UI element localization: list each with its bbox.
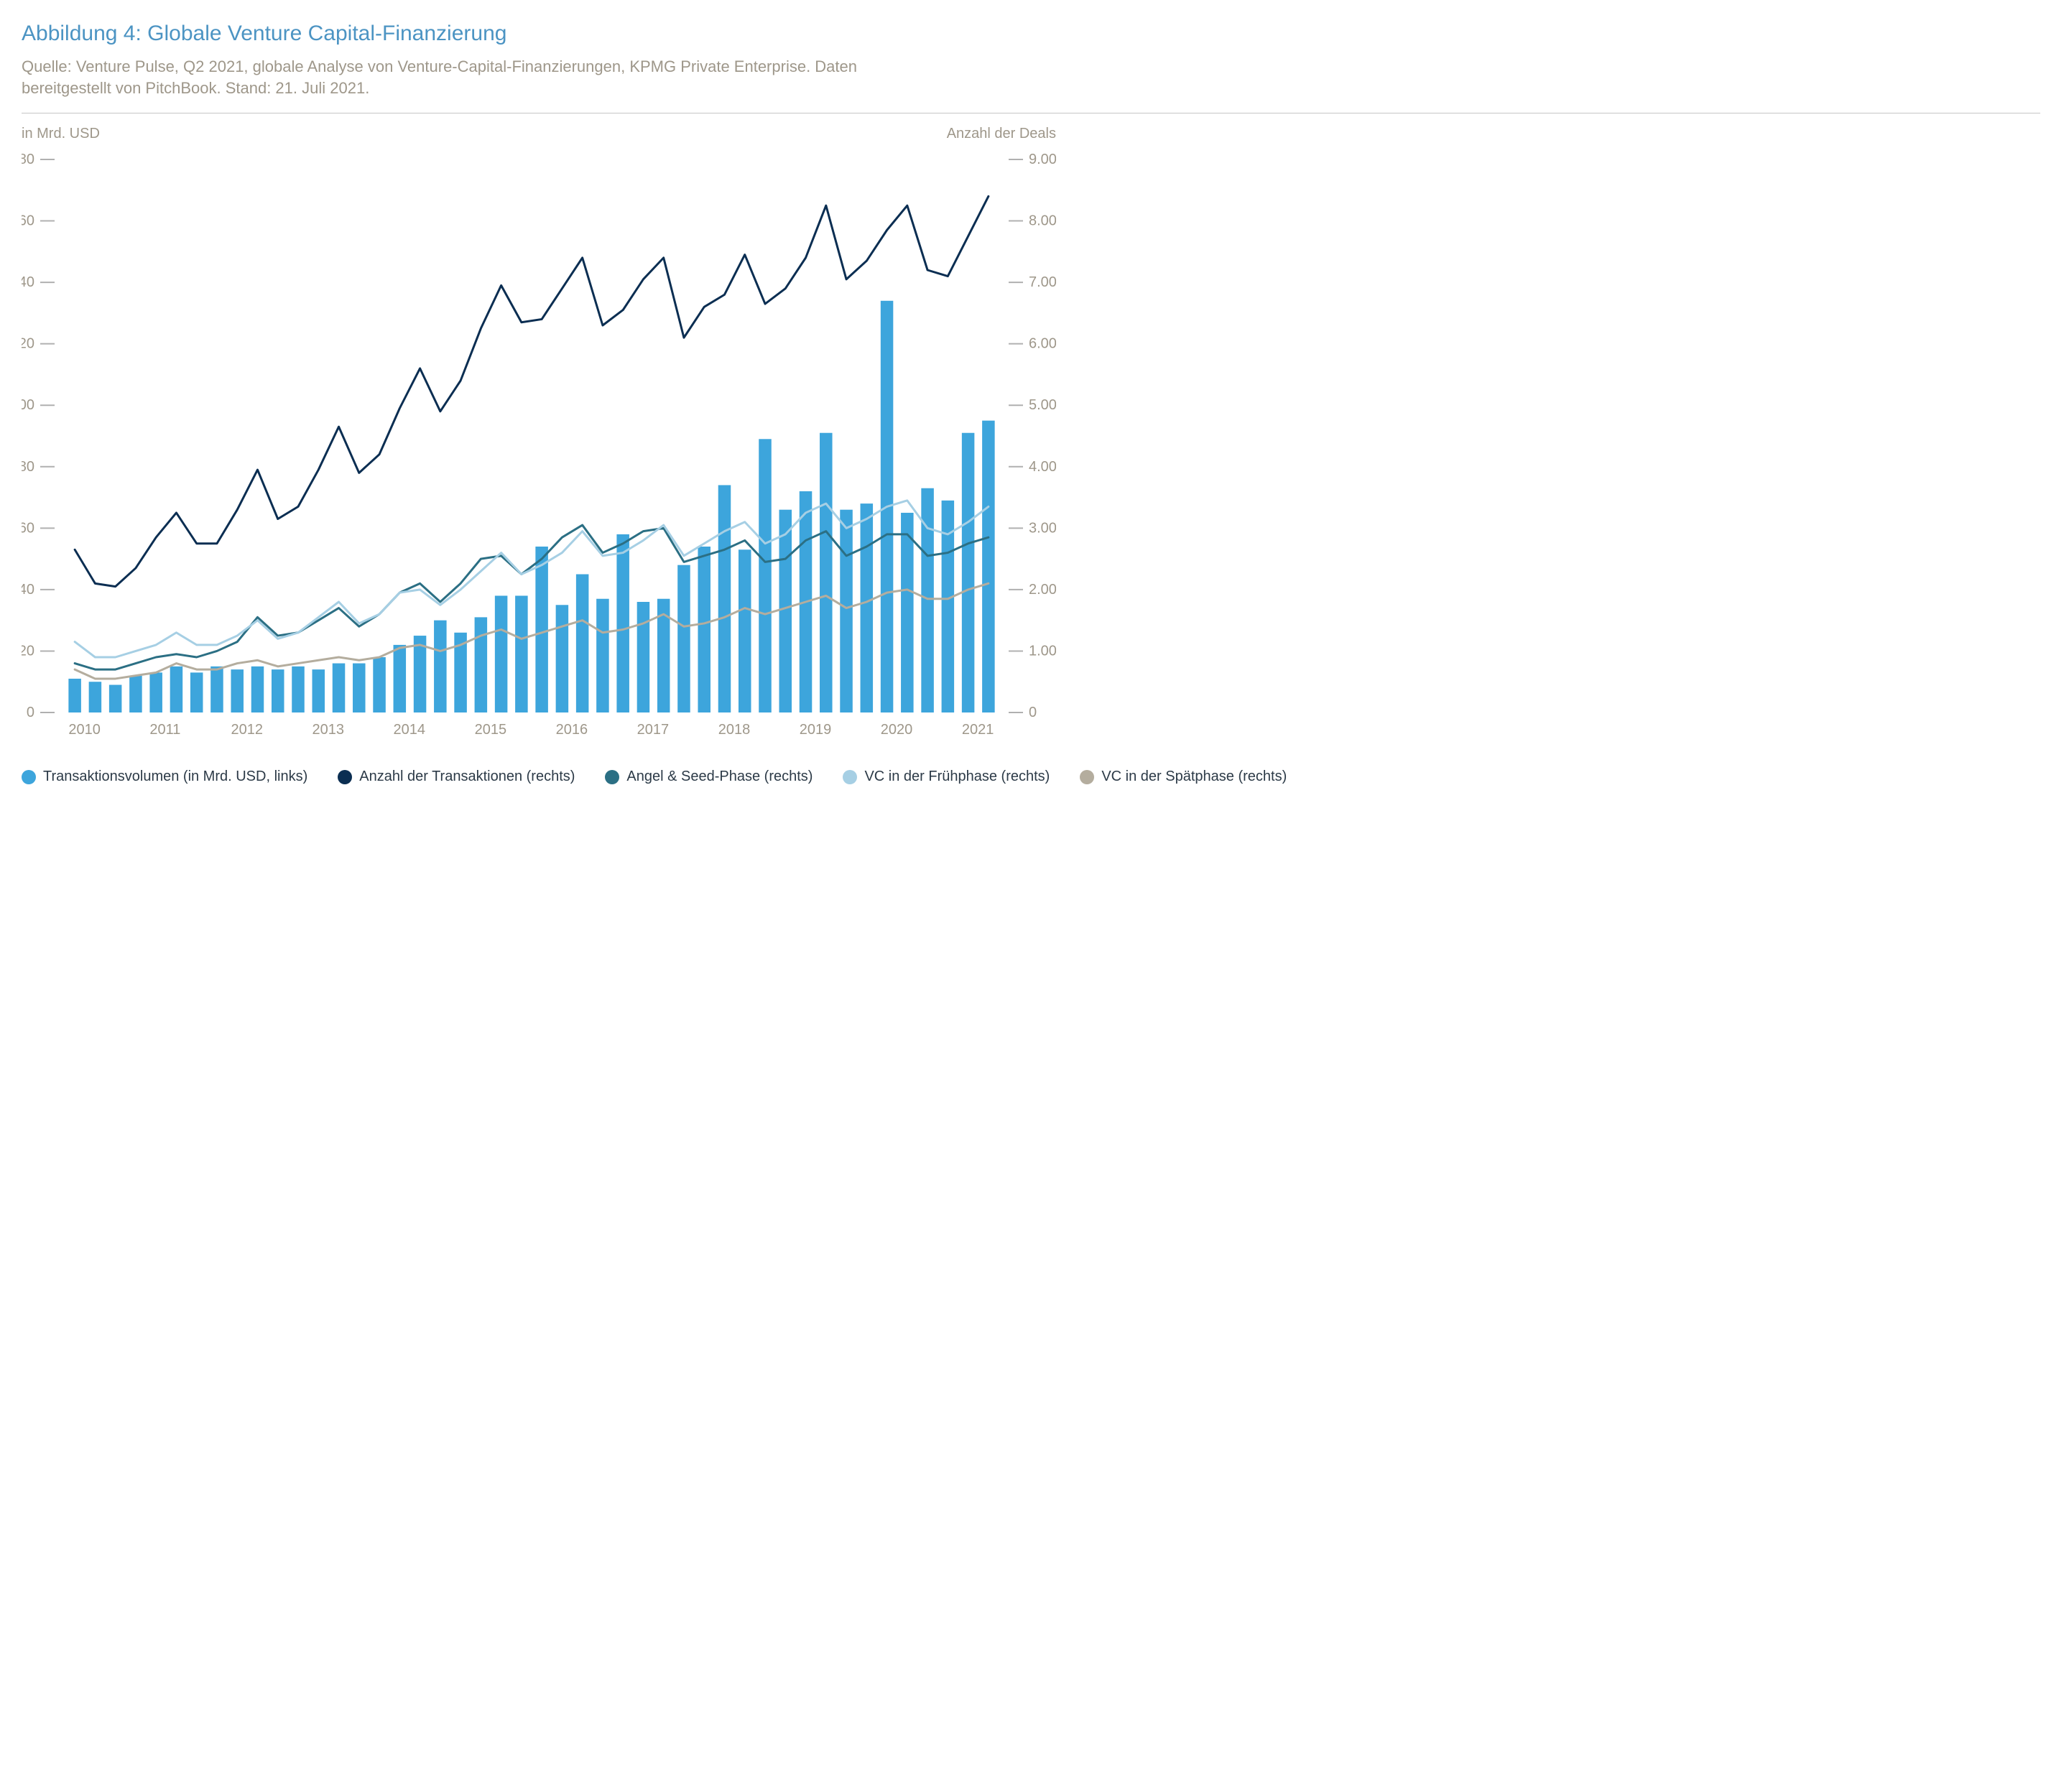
svg-text:2019: 2019: [800, 722, 832, 738]
svg-text:8.000: 8.000: [1029, 213, 1056, 229]
svg-text:1.000: 1.000: [1029, 644, 1056, 659]
svg-text:80: 80: [22, 459, 34, 475]
legend-line-3: VC in der Spätphase (rechts): [1080, 769, 1287, 785]
svg-text:180: 180: [22, 152, 34, 167]
svg-text:0: 0: [27, 705, 34, 720]
svg-text:0: 0: [1029, 705, 1037, 720]
svg-text:4.000: 4.000: [1029, 459, 1056, 475]
svg-text:2021: 2021: [962, 722, 994, 738]
chart-container: Abbildung 4: Globale Venture Capital-Fin…: [0, 0, 2069, 807]
svg-text:2012: 2012: [231, 722, 263, 738]
svg-text:140: 140: [22, 274, 34, 290]
legend-line-0-swatch: [338, 770, 352, 784]
svg-text:100: 100: [22, 398, 34, 414]
svg-text:2018: 2018: [718, 722, 751, 738]
legend-line-2: VC in der Frühphase (rechts): [843, 769, 1050, 785]
svg-text:2017: 2017: [637, 722, 670, 738]
svg-text:2.000: 2.000: [1029, 582, 1056, 598]
svg-text:2015: 2015: [475, 722, 507, 738]
svg-text:2011: 2011: [149, 722, 180, 738]
svg-text:6.000: 6.000: [1029, 336, 1056, 352]
legend-line-2-label: VC in der Frühphase (rechts): [864, 769, 1050, 785]
svg-text:40: 40: [22, 582, 34, 598]
legend-bars-label: Transaktionsvolumen (in Mrd. USD, links): [43, 769, 307, 785]
svg-text:9.000: 9.000: [1029, 152, 1056, 167]
chart-source: Quelle: Venture Pulse, Q2 2021, globale …: [22, 56, 941, 98]
legend-line-1-swatch: [605, 770, 619, 784]
chart-title: Abbildung 4: Globale Venture Capital-Fin…: [22, 22, 2040, 46]
legend-line-2-swatch: [843, 770, 857, 784]
svg-text:in Mrd. USD: in Mrd. USD: [22, 126, 100, 141]
legend-line-3-swatch: [1080, 770, 1094, 784]
svg-text:160: 160: [22, 213, 34, 229]
svg-text:2016: 2016: [556, 722, 588, 738]
legend-line-1: Angel & Seed-Phase (rechts): [605, 769, 813, 785]
legend-line-3-label: VC in der Spätphase (rechts): [1101, 769, 1287, 785]
chart-legend: Transaktionsvolumen (in Mrd. USD, links)…: [22, 769, 2040, 785]
svg-text:7.000: 7.000: [1029, 274, 1056, 290]
chart-plot: in Mrd. USD Anzahl der Deals 0 20 40 60 80 100 1…: [22, 124, 2040, 748]
svg-text:Anzahl der Deals: Anzahl der Deals: [947, 126, 1056, 141]
svg-text:2014: 2014: [394, 722, 426, 738]
svg-text:2020: 2020: [881, 722, 913, 738]
legend-line-0-label: Anzahl der Transaktionen (rechts): [359, 769, 575, 785]
legend-line-1-label: Angel & Seed-Phase (rechts): [626, 769, 813, 785]
svg-text:20: 20: [22, 644, 34, 659]
svg-text:3.000: 3.000: [1029, 521, 1056, 537]
legend-bars: Transaktionsvolumen (in Mrd. USD, links): [22, 769, 307, 785]
svg-text:120: 120: [22, 336, 34, 352]
svg-text:5.000: 5.000: [1029, 398, 1056, 414]
svg-text:2010: 2010: [68, 722, 101, 738]
legend-line-0: Anzahl der Transaktionen (rechts): [338, 769, 575, 785]
svg-text:60: 60: [22, 521, 34, 537]
legend-bars-swatch: [22, 770, 36, 784]
svg-text:2013: 2013: [313, 722, 345, 738]
